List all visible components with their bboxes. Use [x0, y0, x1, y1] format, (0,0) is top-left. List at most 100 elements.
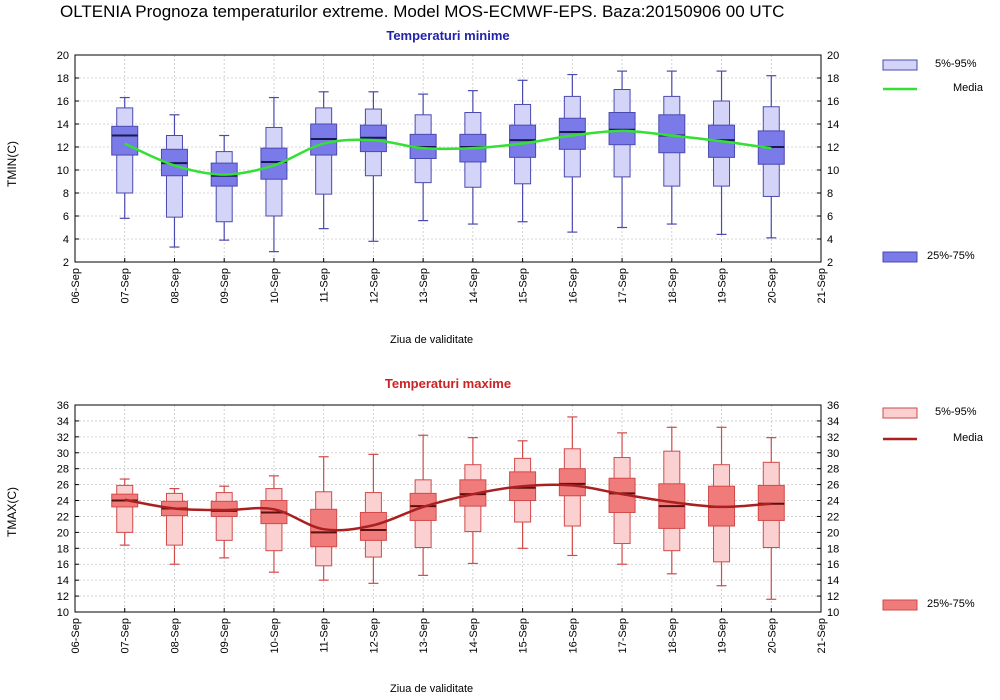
- max-box-07-Sep: [111, 478, 139, 546]
- max-legend-outer-swatch: [882, 407, 918, 419]
- max-xtick-label: 13-Sep: [418, 618, 430, 653]
- min-xtick-label: 11-Sep: [319, 268, 331, 303]
- max-ytick-label-right: 30: [827, 448, 839, 460]
- max-ytick-label-right: 14: [827, 575, 839, 587]
- max-box-14-Sep: [459, 437, 487, 565]
- max-legend-mean-label: Media: [953, 432, 983, 444]
- min-box-11-Sep: [310, 91, 338, 230]
- max-ytick-label-left: 30: [57, 448, 69, 460]
- min-box-outer: [215, 151, 233, 223]
- max-xtick-label: 17-Sep: [617, 618, 629, 653]
- min-ytick-label-right: 4: [827, 234, 833, 246]
- min-box-inner: [608, 112, 636, 146]
- min-x-axis-label: Ziua de validitate: [390, 334, 474, 346]
- max-ytick-label-right: 18: [827, 543, 839, 555]
- max-legend-inner-swatch: [882, 599, 918, 611]
- min-ytick-label-right: 20: [827, 50, 839, 62]
- min-box-16-Sep: [558, 73, 586, 233]
- min-ytick-label-left: 18: [57, 73, 69, 85]
- max-ytick-label-right: 10: [827, 607, 839, 619]
- max-ytick-label-left: 12: [57, 591, 69, 603]
- min-ytick-label-left: 16: [57, 96, 69, 108]
- min-box-14-Sep: [459, 90, 487, 225]
- main-title: OLTENIA Prognoza temperaturilor extreme.…: [60, 2, 785, 21]
- max-box-08-Sep: [160, 487, 188, 565]
- max-ytick-label-left: 34: [57, 416, 69, 428]
- min-ytick-label-right: 14: [827, 119, 839, 131]
- max-xtick-label: 18-Sep: [667, 618, 679, 653]
- min-legend-mean-label: Media: [953, 82, 983, 94]
- max-mean-line: [124, 483, 772, 532]
- max-legend-outer-label: 5%-95%: [935, 406, 977, 418]
- min-xtick-label: 16-Sep: [567, 268, 579, 303]
- max-ytick-label-right: 12: [827, 591, 839, 603]
- max-xtick-label: 15-Sep: [518, 618, 530, 653]
- min-legend: [882, 59, 918, 263]
- min-ytick-label-right: 2: [827, 257, 833, 269]
- max-ytick-label-left: 16: [57, 559, 69, 571]
- max-xtick-label: 20-Sep: [766, 618, 778, 653]
- min-xtick-label: 21-Sep: [816, 268, 828, 303]
- max-xtick-label: 08-Sep: [169, 618, 181, 653]
- max-legend-inner-label: 25%-75%: [927, 598, 975, 610]
- min-xtick-label: 18-Sep: [667, 268, 679, 303]
- max-xtick-label: 10-Sep: [269, 618, 281, 653]
- min-ytick-label-right: 6: [827, 211, 833, 223]
- min-box-18-Sep: [658, 70, 686, 225]
- min-plot-group: 2 2 4 4 6 6 8 8 10 10 12 12 14 14 16 16 18 18 20 20 06-Sep 07…: [57, 50, 918, 303]
- min-box-outer: [165, 135, 183, 218]
- min-ytick-label-right: 8: [827, 188, 833, 200]
- min-box-08-Sep: [160, 114, 188, 248]
- max-ytick-label-right: 20: [827, 527, 839, 539]
- min-ytick-label-left: 2: [63, 257, 69, 269]
- min-xtick-label: 10-Sep: [269, 268, 281, 303]
- min-box-09-Sep: [210, 134, 238, 241]
- min-box-19-Sep: [708, 70, 736, 235]
- max-plot-frame: [74, 404, 822, 613]
- min-ytick-label-right: 12: [827, 142, 839, 154]
- min-xtick-label: 15-Sep: [518, 268, 530, 303]
- max-ytick-label-left: 14: [57, 575, 69, 587]
- min-box-15-Sep: [509, 79, 537, 223]
- min-box-13-Sep: [409, 93, 437, 222]
- min-box-20-Sep: [757, 75, 785, 239]
- max-ytick-label-left: 18: [57, 543, 69, 555]
- max-ytick-label-right: 24: [827, 496, 839, 508]
- min-xtick-label: 14-Sep: [468, 268, 480, 303]
- min-box-10-Sep: [260, 96, 288, 253]
- max-box-20-Sep: [757, 437, 785, 600]
- max-xtick-label: 09-Sep: [219, 618, 231, 653]
- max-ytick-label-left: 32: [57, 432, 69, 444]
- max-plot-group: 10 10 12 12 14 14 16 16 18 18 20 20 22 22 24 24 26 26 28 28…: [57, 400, 918, 653]
- min-legend-outer-swatch: [882, 59, 918, 71]
- min-ytick-label-right: 10: [827, 165, 839, 177]
- max-ytick-label-right: 36: [827, 400, 839, 412]
- min-box-07-Sep: [111, 96, 139, 219]
- max-ytick-label-right: 26: [827, 480, 839, 492]
- max-ytick-label-right: 16: [827, 559, 839, 571]
- min-plot-frame: [74, 54, 822, 263]
- max-xtick-label: 16-Sep: [567, 618, 579, 653]
- min-xtick-label: 07-Sep: [120, 268, 132, 303]
- min-xtick-label: 08-Sep: [169, 268, 181, 303]
- min-ytick-label-left: 14: [57, 119, 69, 131]
- max-xtick-label: 12-Sep: [368, 618, 380, 653]
- max-xtick-label: 07-Sep: [120, 618, 132, 653]
- min-box-17-Sep: [608, 70, 636, 229]
- max-ytick-label-right: 34: [827, 416, 839, 428]
- min-xtick-label: 20-Sep: [766, 268, 778, 303]
- max-panel-title: Temperaturi maxime: [384, 376, 512, 391]
- min-box-inner: [658, 114, 686, 154]
- min-box-inner: [260, 147, 288, 180]
- min-ytick-label-left: 20: [57, 50, 69, 62]
- max-ytick-label-right: 28: [827, 464, 839, 476]
- max-ytick-label-right: 22: [827, 511, 839, 523]
- min-xtick-label: 13-Sep: [418, 268, 430, 303]
- max-xtick-label: 06-Sep: [70, 618, 82, 653]
- min-box-inner: [111, 125, 139, 156]
- min-legend-inner-swatch: [882, 251, 918, 263]
- min-xtick-label: 17-Sep: [617, 268, 629, 303]
- min-xtick-label: 09-Sep: [219, 268, 231, 303]
- max-legend: [882, 407, 918, 611]
- max-box-09-Sep: [210, 485, 238, 559]
